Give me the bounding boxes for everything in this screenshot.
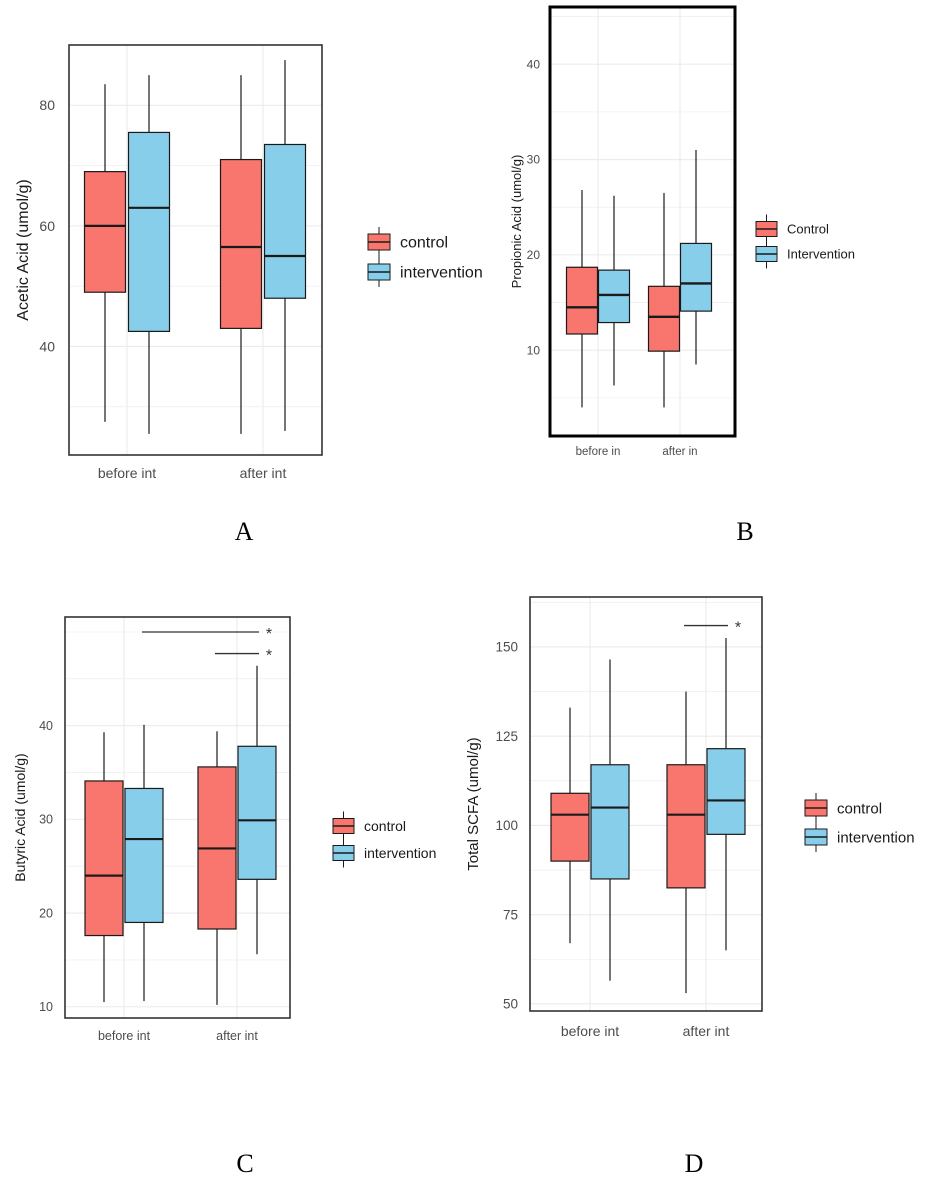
y-tick-label: 125	[495, 729, 518, 744]
y-axis-title: Butyric Acid (umol/g)	[12, 753, 28, 881]
x-category-label: after in	[662, 446, 697, 458]
y-tick-label: 150	[495, 640, 518, 655]
box-intervention-1	[237, 665, 277, 955]
panel-border	[68, 44, 323, 456]
panel-letter: B	[736, 517, 753, 546]
box-iqr	[83, 171, 127, 293]
box-intervention-1	[679, 150, 713, 365]
y-tick-label: 40	[39, 719, 53, 733]
box-control-0	[565, 190, 599, 408]
box-iqr	[679, 242, 713, 312]
y-tick-label: 60	[39, 218, 55, 234]
box-control-0	[550, 707, 590, 944]
y-tick-label: 40	[39, 338, 55, 354]
y-axis-title: Total SCFA (umol/g)	[465, 737, 482, 870]
legend-label-intervention: intervention	[837, 829, 915, 846]
box-iqr	[550, 792, 590, 862]
chart-panel-d: 50 75 100 125 150 Total SCFA (umol/g) before i…	[465, 596, 915, 1178]
legend-label-intervention: Intervention	[787, 247, 855, 262]
chart-panel-b: 10 20 30 40 Propionic Acid (umol/g) before in…	[509, 5, 855, 546]
panel-letter: C	[236, 1149, 253, 1178]
panel-letter: D	[685, 1149, 704, 1178]
significance-star: *	[735, 620, 741, 637]
x-category-label: before int	[98, 465, 156, 481]
legend-label-control: control	[400, 235, 448, 252]
panel-border	[548, 5, 737, 438]
x-category-label: before int	[98, 1029, 151, 1043]
box-control-1	[219, 75, 263, 434]
box-iqr	[565, 266, 599, 335]
legend: Control Intervention	[755, 214, 855, 269]
y-tick-label: 10	[527, 343, 541, 357]
box-iqr	[666, 764, 706, 889]
box-control-1	[666, 691, 706, 994]
legend-label-control: control	[837, 800, 882, 817]
legend: control intervention	[804, 793, 915, 852]
box-iqr	[219, 158, 263, 329]
y-tick-label: 10	[39, 1000, 53, 1014]
legend-label-control: Control	[787, 222, 829, 237]
significance-star: *	[266, 626, 272, 643]
box-intervention-0	[124, 724, 164, 1002]
box-intervention-1	[706, 638, 746, 951]
box-iqr	[124, 787, 164, 924]
legend-label-intervention: intervention	[364, 845, 436, 861]
y-tick-label: 40	[527, 57, 541, 71]
panel-letter: A	[235, 517, 254, 546]
box-intervention-0	[590, 659, 630, 981]
box-iqr	[590, 764, 630, 880]
box-control-1	[197, 731, 237, 1005]
y-axis-title: Acetic Acid (umol/g)	[15, 179, 32, 320]
y-tick-label: 50	[503, 997, 518, 1012]
significance-star: *	[266, 648, 272, 665]
y-axis-title: Propionic Acid (umol/g)	[509, 155, 524, 289]
box-iqr	[647, 285, 681, 352]
box-iqr	[597, 269, 631, 324]
legend: control intervention	[332, 811, 436, 868]
y-tick-label: 30	[527, 153, 541, 167]
y-tick-label: 75	[503, 907, 518, 922]
box-intervention-0	[597, 195, 631, 386]
x-category-label: after int	[216, 1029, 258, 1043]
box-control-0	[83, 84, 127, 422]
box-intervention-1	[263, 60, 307, 431]
y-tick-label: 30	[39, 813, 53, 827]
x-category-label: before int	[561, 1023, 619, 1039]
x-category-label: after int	[240, 465, 287, 481]
chart-panel-c: 10 20 30 40 Butyric Acid (umol/g) before int a…	[12, 616, 436, 1178]
box-iqr	[127, 131, 171, 332]
box-control-0	[84, 732, 124, 1003]
panel-border	[64, 616, 291, 1019]
x-category-label: after int	[683, 1023, 730, 1039]
box-iqr	[706, 748, 746, 835]
box-intervention-0	[127, 75, 171, 434]
box-iqr	[237, 745, 277, 880]
x-category-label: before in	[576, 446, 621, 458]
y-tick-label: 20	[527, 248, 541, 262]
legend: control intervention	[367, 227, 483, 287]
panel-border	[529, 596, 763, 1012]
box-iqr	[84, 780, 124, 937]
chart-panel-a: 40 60 80 Acetic Acid (umol/g) before int afte…	[15, 44, 483, 546]
box-iqr	[263, 143, 307, 299]
legend-label-intervention: intervention	[400, 265, 483, 282]
legend-label-control: control	[364, 818, 406, 834]
box-control-1	[647, 192, 681, 408]
y-tick-label: 20	[39, 906, 53, 920]
y-tick-label: 80	[39, 97, 55, 113]
y-tick-label: 100	[495, 818, 518, 833]
